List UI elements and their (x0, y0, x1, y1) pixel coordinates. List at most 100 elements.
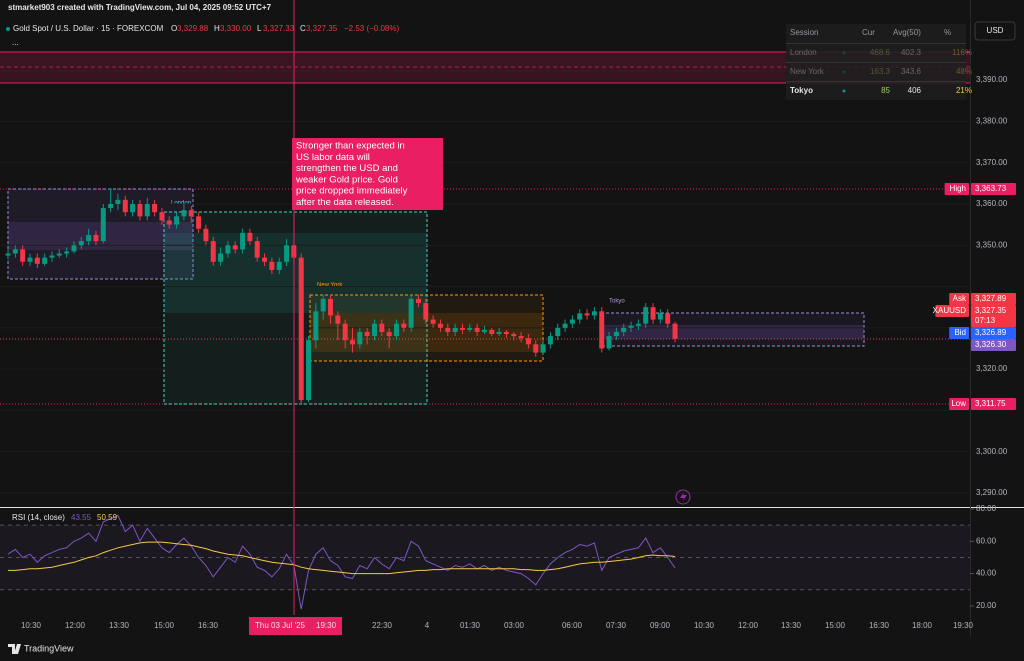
price-tag-name-box (949, 398, 969, 410)
candle-body (203, 228, 209, 242)
x-tick-label: 01:30 (460, 621, 481, 630)
candle-body (254, 241, 260, 258)
table-cell: 21% (956, 86, 972, 95)
more[interactable]: ... (12, 38, 19, 47)
price-tag-name-box (949, 293, 969, 305)
candle-body (34, 257, 40, 264)
candles (0, 79, 970, 494)
candle-body (474, 327, 480, 332)
ohlc-value: 3,327.35 (306, 24, 338, 33)
table-cell: Tokyo (790, 86, 813, 95)
crosshair-label (249, 617, 342, 635)
candle-body (306, 340, 312, 401)
candle-body (577, 313, 583, 320)
price-tag-box (971, 339, 1016, 351)
candle-body (415, 298, 421, 304)
ohlc-key: O (171, 24, 177, 33)
market-status (6, 27, 10, 31)
alert-icon[interactable] (675, 489, 691, 505)
x-tick-label: 18:00 (912, 621, 933, 630)
candle-body (100, 208, 106, 242)
x-tick-label: 22:30 (372, 621, 393, 630)
x-tick-label: 4 (425, 621, 430, 630)
crosshair-time: 19:30 (316, 621, 337, 630)
candle-body (467, 327, 473, 330)
candle-body (152, 203, 158, 213)
candle-body (115, 199, 121, 204)
table-cell: 48% (956, 67, 972, 76)
price-tag-name: Low (951, 399, 966, 408)
table-dot (842, 89, 846, 93)
candle-body (452, 327, 458, 332)
table-header: % (944, 28, 951, 37)
currency-button[interactable] (974, 21, 1016, 41)
x-tick-label: 09:00 (650, 621, 671, 630)
table-cell: London (790, 48, 817, 57)
candle-body (137, 203, 143, 217)
candle-body (269, 261, 275, 271)
candle-body (93, 234, 99, 242)
candle-body (56, 253, 62, 256)
candle-body (27, 257, 33, 262)
y-tick-label: 3,350.00 (976, 240, 1008, 249)
rsi-value: 50.59 (97, 513, 118, 522)
price-tag-value: 3,327.89 (975, 294, 1007, 303)
price-tag-name-box (949, 327, 969, 339)
annotation-line: Stronger than expected in (296, 141, 405, 152)
candle-body (284, 245, 290, 262)
x-tick-label: 12:00 (65, 621, 86, 630)
y-tick-label: 3,300.00 (976, 447, 1008, 456)
candle-body (71, 245, 77, 252)
y-tick-label: 3,380.00 (976, 116, 1008, 125)
price-tag-box (971, 293, 1016, 305)
x-tick-label: 15:00 (154, 621, 175, 630)
candle-body (621, 327, 627, 332)
table-header: Cur (862, 28, 875, 37)
candle-body (459, 327, 465, 330)
candle-body (320, 298, 326, 312)
annotation-line: price dropped immediately (296, 186, 408, 197)
y-tick-label: 3,390.00 (976, 75, 1008, 84)
price-tag-name: Ask (953, 294, 967, 303)
price-tag-name-box (944, 183, 969, 195)
candle-body (635, 323, 641, 326)
x-tick-label: 13:30 (109, 621, 130, 630)
table-cell: 343.6 (901, 67, 922, 76)
session-label: New York (317, 283, 343, 289)
candle-body (188, 210, 194, 217)
price-tag-box (971, 305, 1016, 327)
session-table-cells: Session Cur Avg(50) % London 468.6 402.3 116% Ne… (786, 28, 972, 95)
candle-body (533, 344, 539, 353)
time-axis: 10:30 12:00 13:30 15:00 16:30 22:30 4 01:30 03:0… (21, 621, 974, 630)
price-tag-value: 3,326.30 (975, 340, 1007, 349)
price-tag-box (971, 183, 1016, 195)
candle-body (437, 323, 443, 328)
annotation-line: after the data released. (296, 197, 394, 208)
candle-body (547, 336, 553, 345)
candle-body (174, 216, 180, 225)
table-cell: 85 (881, 86, 890, 95)
ohlc-key: H (214, 24, 220, 33)
created-by: stmarket903 created with TradingView.com… (8, 3, 272, 12)
table-cell: 163.3 (870, 67, 891, 76)
rsi-tick-label: 60.00 (976, 536, 997, 545)
candle-body (210, 241, 216, 262)
session-label: Tokyo (609, 299, 625, 305)
rsi-tick-label: 20.00 (976, 601, 997, 610)
y-tick-label: 3,290.00 (976, 488, 1008, 497)
candle-body (247, 232, 253, 242)
candle-body (335, 315, 341, 324)
candle-body (518, 336, 524, 339)
candle-body (357, 331, 363, 345)
candle-body (166, 220, 172, 225)
candle-body (511, 334, 517, 337)
candle-body (262, 257, 268, 262)
candle-body (430, 319, 436, 324)
candle-body (122, 199, 128, 213)
table-cell: 406 (908, 86, 922, 95)
candle-body (386, 331, 392, 337)
